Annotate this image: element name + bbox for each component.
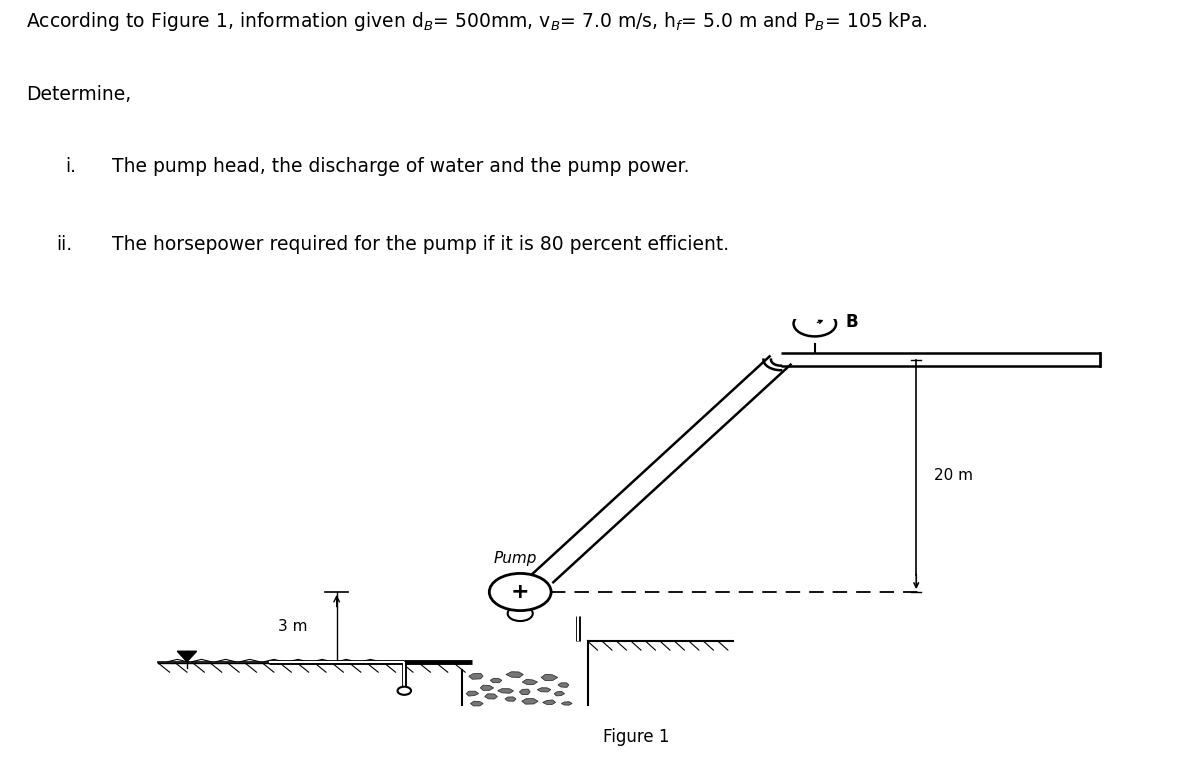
Polygon shape xyxy=(466,691,478,696)
Polygon shape xyxy=(522,679,537,685)
Text: ii.: ii. xyxy=(57,235,73,254)
Polygon shape xyxy=(519,689,530,695)
Text: 20 m: 20 m xyxy=(934,468,973,483)
Polygon shape xyxy=(558,683,569,687)
Polygon shape xyxy=(484,694,497,699)
Polygon shape xyxy=(507,671,523,678)
Polygon shape xyxy=(505,697,516,701)
Circle shape xyxy=(508,606,532,621)
Polygon shape xyxy=(522,699,538,704)
Polygon shape xyxy=(469,674,483,679)
Polygon shape xyxy=(481,685,494,690)
Text: Figure 1: Figure 1 xyxy=(603,728,669,746)
Text: Pump: Pump xyxy=(494,552,537,566)
Polygon shape xyxy=(490,678,502,682)
Text: According to Figure 1, information given d$_B$= 500mm, v$_B$= 7.0 m/s, h$_f$= 5.: According to Figure 1, information given… xyxy=(26,10,927,33)
Polygon shape xyxy=(562,702,573,705)
Polygon shape xyxy=(541,675,557,681)
Polygon shape xyxy=(543,700,556,705)
Polygon shape xyxy=(531,356,792,584)
Polygon shape xyxy=(178,651,197,662)
Polygon shape xyxy=(537,688,551,692)
Text: B: B xyxy=(846,314,859,331)
Polygon shape xyxy=(498,689,514,693)
Polygon shape xyxy=(470,701,483,706)
Text: i.: i. xyxy=(65,157,75,176)
Text: The horsepower required for the pump if it is 80 percent efficient.: The horsepower required for the pump if … xyxy=(112,235,729,254)
Text: +: + xyxy=(511,582,530,602)
Text: 3 m: 3 m xyxy=(278,619,307,634)
Circle shape xyxy=(794,311,836,336)
Polygon shape xyxy=(781,353,1100,366)
Polygon shape xyxy=(555,692,564,696)
Text: Determine,: Determine, xyxy=(26,85,131,104)
Text: The pump head, the discharge of water and the pump power.: The pump head, the discharge of water an… xyxy=(112,157,689,176)
Circle shape xyxy=(397,687,411,695)
Circle shape xyxy=(489,573,551,611)
